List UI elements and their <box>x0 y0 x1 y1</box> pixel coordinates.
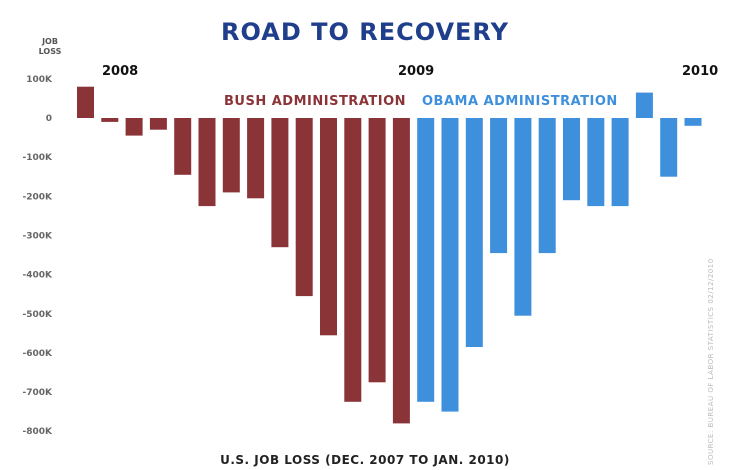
bush-bar <box>247 118 265 199</box>
bush-bar <box>149 118 167 130</box>
bush-bar <box>174 118 192 175</box>
x-axis-label: U.S. JOB LOSS (DEC. 2007 TO JAN. 2010) <box>220 453 510 467</box>
obama-bar <box>417 118 435 402</box>
y-tick-label: -400K <box>23 271 54 281</box>
obama-bar <box>465 118 483 347</box>
obama-bar <box>684 118 702 126</box>
y-axis-ticks: 100K 0 -100K -200K -300K -400K -500K -600K -700K… <box>23 75 54 437</box>
bush-bar <box>320 118 337 336</box>
bush-bar <box>101 118 119 122</box>
bush-bar <box>222 118 240 193</box>
obama-administration-label: OBAMA ADMINISTRATION <box>422 94 618 109</box>
obama-bar <box>563 118 580 201</box>
obama-bar <box>441 118 459 412</box>
y-axis-label: JOB LOSS <box>38 37 62 56</box>
bars <box>77 86 702 424</box>
year-label-2009: 2009 <box>398 64 435 79</box>
bush-bar <box>392 118 410 424</box>
bush-bar <box>344 118 362 402</box>
bush-bar <box>77 86 94 118</box>
y-tick-label: -700K <box>23 388 54 398</box>
y-tick-label: -300K <box>23 231 54 241</box>
obama-bar <box>538 118 556 254</box>
year-label-2008: 2008 <box>102 64 139 79</box>
obama-bar <box>514 118 532 316</box>
obama-bar <box>660 118 678 177</box>
obama-bar <box>587 118 605 207</box>
bush-bar <box>368 118 386 383</box>
year-label-2010: 2010 <box>682 64 719 79</box>
y-tick-label: -500K <box>23 310 54 320</box>
y-tick-label: -600K <box>23 349 54 359</box>
y-tick-label: -200K <box>23 192 54 202</box>
bush-bar <box>125 118 143 136</box>
bush-administration-label: BUSH ADMINISTRATION <box>224 94 407 109</box>
bush-bar <box>198 118 216 207</box>
y-tick-label: -800K <box>23 427 54 437</box>
y-tick-label: 100K <box>26 75 53 85</box>
source-note: SOURCE: BUREAU OF LABOR STATISTICS 02/12… <box>707 258 715 465</box>
obama-bar <box>611 118 629 207</box>
bush-bar <box>295 118 313 297</box>
bush-bar <box>271 118 289 248</box>
y-tick-label: 0 <box>46 114 52 124</box>
obama-bar <box>490 118 508 254</box>
obama-bar <box>635 92 653 118</box>
chart-title: ROAD TO RECOVERY <box>221 18 509 46</box>
y-tick-label: -100K <box>23 153 54 163</box>
